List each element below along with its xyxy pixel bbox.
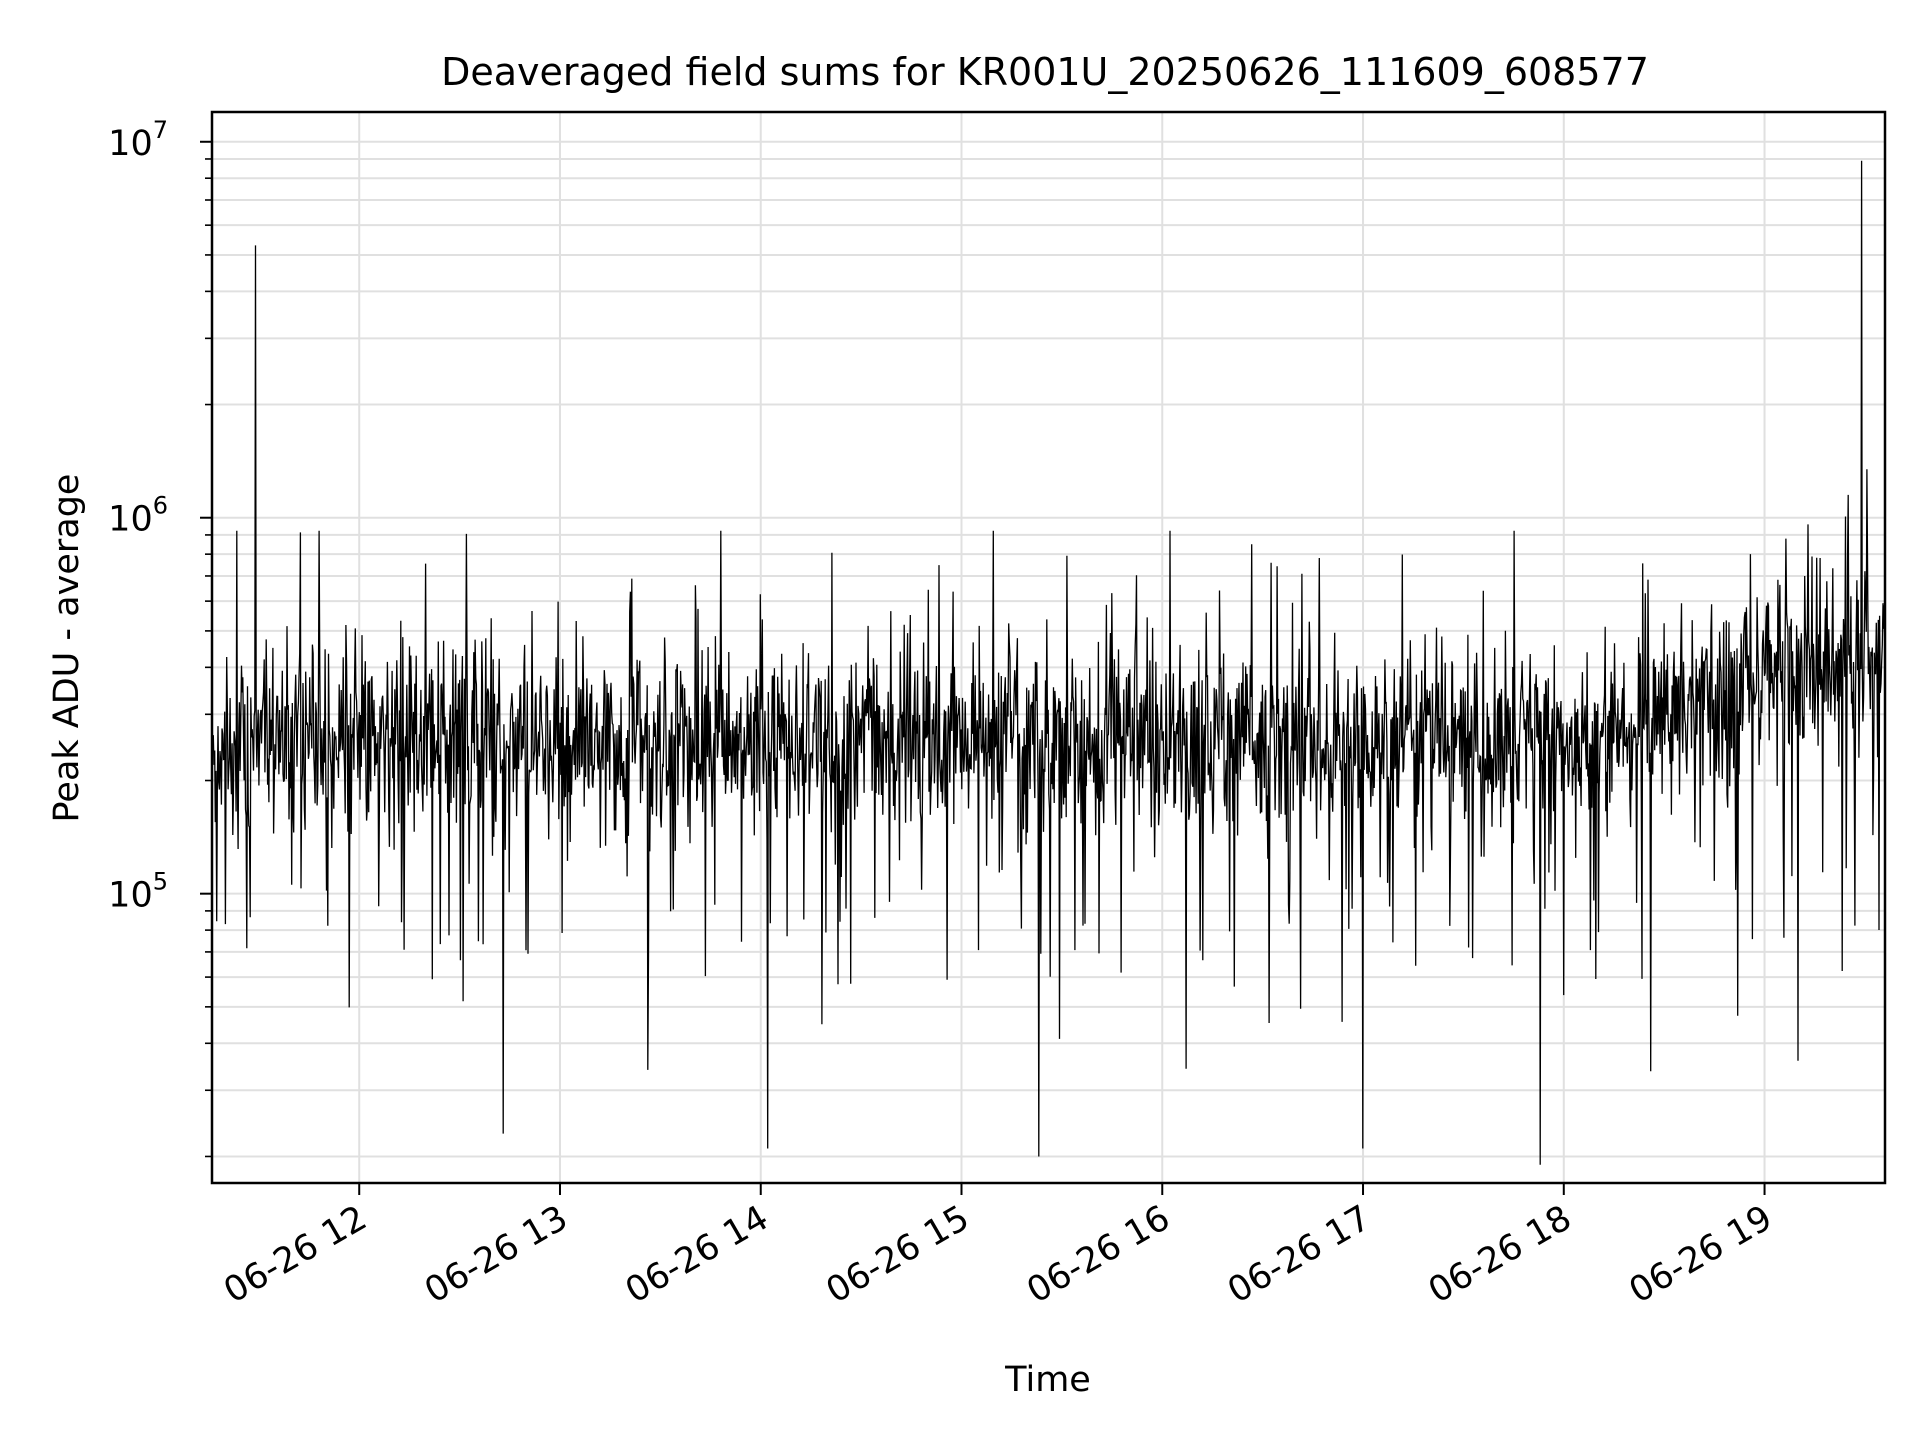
plot-frame bbox=[210, 110, 1887, 1185]
series-line bbox=[211, 160, 1886, 1165]
y-tick-label: 107 bbox=[108, 116, 168, 164]
y-tick-exponent: 5 bbox=[153, 868, 168, 896]
y-tick-exponent: 6 bbox=[153, 492, 168, 520]
chart-title: Deaveraged field sums for KR001U_2025062… bbox=[441, 50, 1649, 94]
y-axis-label: Peak ADU - average bbox=[47, 474, 87, 823]
data-layer bbox=[211, 160, 1886, 1165]
y-tick-exponent: 7 bbox=[153, 116, 168, 144]
x-axis-label: Time bbox=[1004, 1360, 1091, 1400]
